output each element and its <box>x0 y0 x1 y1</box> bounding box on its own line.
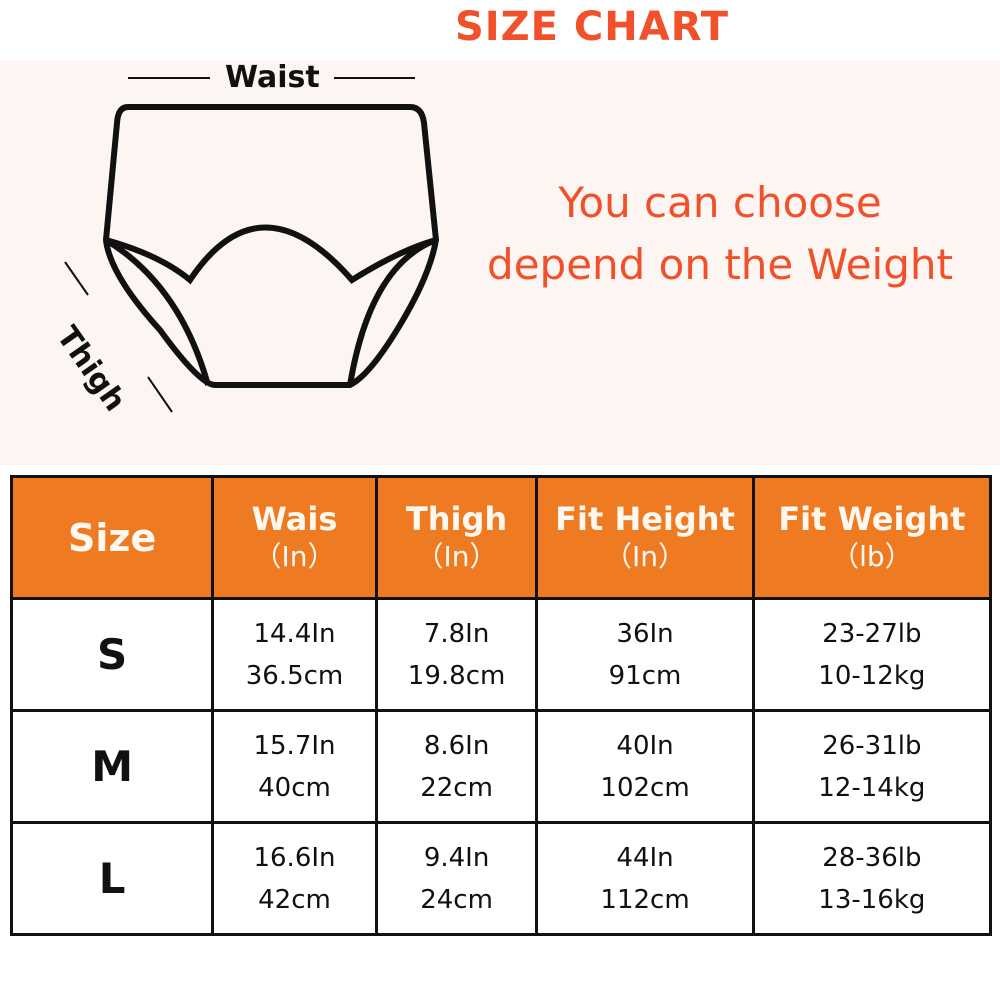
weight-cell: 28-36lb 13-16kg <box>751 821 993 936</box>
header-waist: Wais （In） <box>211 475 378 600</box>
header-thigh: Thigh （In） <box>374 475 539 600</box>
note-line-1: You can choose <box>558 178 882 227</box>
weight-cell: 23-27lb 10-12kg <box>751 597 993 712</box>
table-row: S 14.4In 36.5cm 7.8In 19.8cm 36In 91cm 23-27lb 1… <box>9 597 993 712</box>
table-row: M 15.7In 40cm 8.6In 22cm 40In 102cm 26-31lb 12-1… <box>9 709 993 824</box>
thigh-cell: 7.8In 19.8cm <box>374 597 539 712</box>
size-cell: L <box>9 821 215 936</box>
weight-cell: 26-31lb 12-14kg <box>751 709 993 824</box>
size-cell: M <box>9 709 215 824</box>
height-cell: 44In 112cm <box>535 821 755 936</box>
waist-cell: 14.4In 36.5cm <box>211 597 378 712</box>
header-weight: Fit Weight （lb） <box>751 475 993 600</box>
header-row: Size Wais （In） Thigh （In） Fit Height （In） F… <box>9 475 993 600</box>
thigh-cell: 8.6In 22cm <box>374 709 539 824</box>
weight-note: You can choose depend on the Weight <box>470 172 970 296</box>
size-table: Size Wais （In） Thigh （In） Fit Height （In） F… <box>9 475 993 936</box>
table-row: L 16.6In 42cm 9.4In 24cm 44In 112cm 28-36lb 13-1… <box>9 821 993 936</box>
page-title: SIZE CHART <box>454 4 730 50</box>
waist-cell: 15.7In 40cm <box>211 709 378 824</box>
waist-cell: 16.6In 42cm <box>211 821 378 936</box>
waist-label: Waist <box>225 60 320 95</box>
size-cell: S <box>9 597 215 712</box>
underwear-diagram <box>64 77 440 413</box>
header-height: Fit Height （In） <box>535 475 755 600</box>
note-line-2: depend on the Weight <box>487 240 953 289</box>
height-cell: 40In 102cm <box>535 709 755 824</box>
header-size: Size <box>9 475 215 600</box>
thigh-cell: 9.4In 24cm <box>374 821 539 936</box>
height-cell: 36In 91cm <box>535 597 755 712</box>
